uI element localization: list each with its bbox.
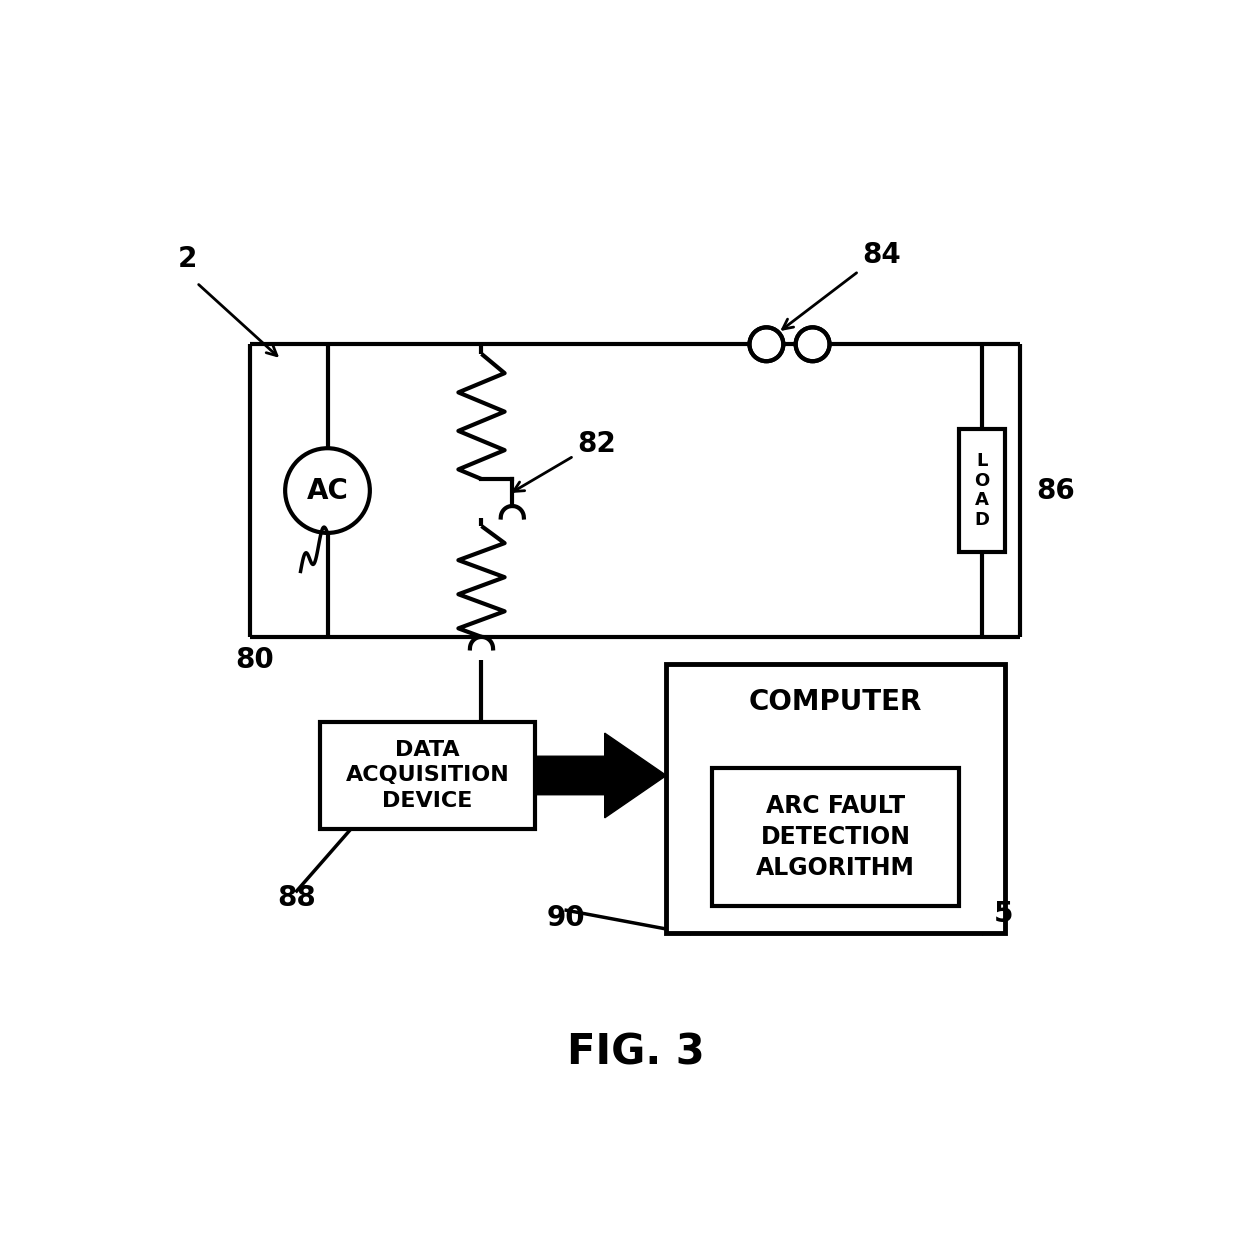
Text: 80: 80 — [236, 646, 274, 674]
FancyBboxPatch shape — [320, 721, 536, 829]
Text: 2: 2 — [177, 245, 197, 273]
Text: 88: 88 — [278, 884, 316, 913]
FancyBboxPatch shape — [666, 664, 1006, 933]
Polygon shape — [536, 734, 666, 818]
Text: COMPUTER: COMPUTER — [749, 689, 923, 716]
Text: DATA
ACQUISITION
DEVICE: DATA ACQUISITION DEVICE — [346, 740, 510, 811]
Text: 86: 86 — [1035, 477, 1075, 505]
Text: 84: 84 — [863, 242, 901, 269]
Text: FIG. 3: FIG. 3 — [567, 1032, 704, 1074]
Text: 82: 82 — [578, 431, 616, 458]
Text: L
O
A
D: L O A D — [975, 452, 990, 528]
Circle shape — [796, 327, 830, 362]
Text: AC: AC — [306, 477, 348, 505]
Text: 5: 5 — [993, 900, 1013, 928]
FancyBboxPatch shape — [713, 767, 959, 906]
FancyBboxPatch shape — [959, 429, 1006, 552]
Text: 90: 90 — [547, 904, 585, 931]
Text: ARC FAULT
DETECTION
ALGORITHM: ARC FAULT DETECTION ALGORITHM — [756, 795, 915, 880]
Circle shape — [749, 327, 784, 362]
